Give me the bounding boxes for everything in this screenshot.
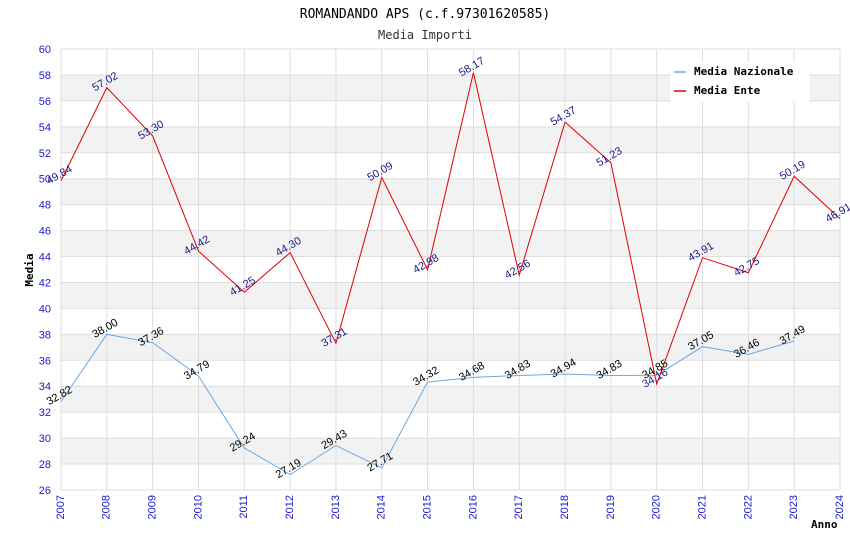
grid-lines	[60, 48, 841, 491]
x-tick-label: 2017	[513, 495, 525, 519]
y-tick-label: 34	[39, 381, 51, 393]
y-tick-label: 28	[39, 459, 51, 471]
series-lines	[60, 72, 841, 476]
legend-label-media-ente: Media Ente	[694, 84, 761, 97]
y-tick-label: 46	[39, 226, 51, 238]
y-tick-label: 26	[39, 485, 51, 497]
y-tick-label: 44	[39, 252, 51, 264]
y-tick-label: 56	[39, 96, 51, 108]
y-tick-label: 38	[39, 329, 51, 341]
y-tick-label: 52	[39, 148, 51, 160]
chart-subtitle: Media Importi	[378, 28, 472, 42]
series-line-1	[60, 72, 841, 386]
data-label: 34.83	[503, 358, 533, 382]
data-label: 54.37	[549, 104, 579, 128]
chart-title: ROMANDANDO APS (c.f.97301620585)	[300, 7, 550, 22]
x-tick-label: 2011	[238, 495, 250, 519]
data-label: 34.79	[182, 358, 212, 382]
x-tick-label: 2015	[421, 495, 433, 519]
data-label: 34.83	[594, 358, 624, 382]
x-tick-label: 2019	[605, 495, 617, 519]
data-label: 42.56	[503, 258, 533, 282]
x-tick-label: 2010	[192, 495, 204, 519]
grid-band	[61, 178, 840, 205]
y-tick-label: 40	[39, 303, 51, 315]
x-tick-label: 2012	[284, 495, 296, 519]
x-tick-label: 2007	[55, 495, 67, 519]
y-tick-label: 60	[39, 44, 51, 56]
data-label: 42.75	[732, 255, 762, 279]
legend-label-media-nazionale: Media Nazionale	[694, 65, 794, 78]
grid-band	[61, 126, 840, 153]
x-tick-label: 2008	[101, 495, 113, 519]
x-tick-label: 2014	[376, 495, 388, 519]
grid-band	[61, 230, 840, 257]
x-tick-label: 2023	[788, 495, 800, 519]
y-tick-label: 30	[39, 433, 51, 445]
grid-band	[61, 386, 840, 413]
grid-band	[61, 282, 840, 309]
x-tick-label: 2021	[696, 495, 708, 519]
y-axis-ticks: 26 28 30 32 34 36 38 40 42 44 46 48 50 52 54 56 58 60	[39, 44, 51, 497]
data-label: 34.68	[457, 360, 487, 384]
y-tick-label: 50	[39, 174, 51, 186]
x-tick-label: 2018	[559, 495, 571, 519]
grid-bands	[61, 74, 840, 465]
y-tick-label: 32	[39, 407, 51, 419]
y-axis-label: Media	[23, 253, 36, 286]
x-tick-label: 2009	[147, 495, 159, 519]
y-tick-label: 48	[39, 200, 51, 212]
y-tick-label: 36	[39, 355, 51, 367]
x-tick-label: 2024	[834, 495, 846, 519]
x-tick-label: 2022	[742, 495, 754, 519]
x-tick-label: 2016	[467, 495, 479, 519]
series-line-0	[60, 333, 795, 476]
x-axis-ticks: 2007 2008 2009 2010 2011 2012 2013 2014 2015 2016…	[55, 495, 846, 519]
y-tick-label: 42	[39, 277, 51, 289]
legend: Media Nazionale Media Ente	[670, 62, 810, 102]
grid-band	[61, 334, 840, 361]
grid-band	[61, 438, 840, 465]
x-axis-label: Anno	[811, 518, 838, 531]
y-tick-label: 58	[39, 70, 51, 82]
y-tick-label: 54	[39, 122, 51, 134]
legend-box	[670, 62, 810, 102]
x-tick-label: 2020	[651, 495, 663, 519]
x-tick-label: 2013	[330, 495, 342, 519]
